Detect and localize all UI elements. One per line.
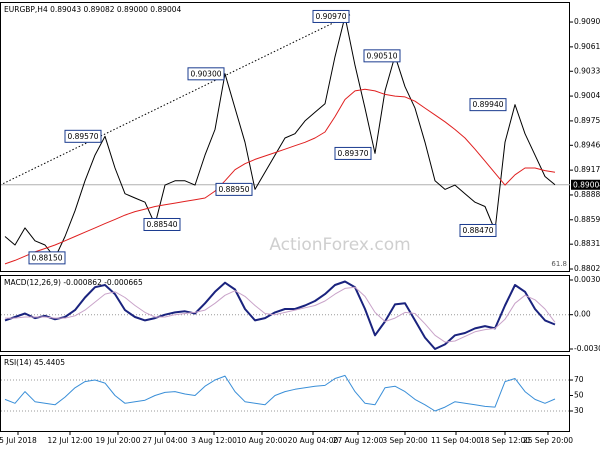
y-tick-label: 0.003034 <box>574 275 600 284</box>
annotation-label: 0.88470 <box>462 226 493 235</box>
x-tick-label: 11 Sep 04:00 <box>431 436 481 445</box>
annotation-label: 0.90970 <box>315 12 346 21</box>
x-tick-label: 27 Jul 04:00 <box>143 436 188 445</box>
x-tick-label: 18 Sep 12:00 <box>480 436 530 445</box>
annotation: 0.90970 <box>312 9 350 23</box>
annotation-box <box>215 182 253 196</box>
annotation-box <box>187 67 225 81</box>
x-tick-label: 27 Aug 12:00 <box>333 436 384 445</box>
annotation-label: 0.88150 <box>31 253 62 262</box>
annotation-label: 0.90300 <box>190 69 221 78</box>
series-line <box>4 374 556 412</box>
annotation-box <box>459 223 497 237</box>
annotation: 0.89940 <box>469 98 507 112</box>
x-tick-label: 3 Sep 20:00 <box>382 436 428 445</box>
annotation: 0.90510 <box>363 49 401 63</box>
x-tick-label: 12 Jul 12:00 <box>48 436 93 445</box>
annotation-box <box>469 98 507 112</box>
annotation: 0.88470 <box>459 223 497 237</box>
annotation-box <box>363 49 401 63</box>
x-tick-label: 20 Aug 04:00 <box>288 436 339 445</box>
panel <box>0 275 570 352</box>
panel <box>0 355 570 432</box>
annotation-label: 0.89570 <box>67 132 98 141</box>
y-tick-label: 0.00 <box>574 310 591 319</box>
series-line <box>4 16 556 259</box>
y-tick-label: 50 <box>574 391 584 400</box>
panel-title: EURGBP,H4 0.89043 0.89082 0.89000 0.8900… <box>4 5 182 14</box>
y-tick-label: 0.89465 <box>574 140 600 149</box>
last-price-box <box>571 179 600 190</box>
annotation: 0.88540 <box>143 217 181 231</box>
panel-title: MACD(12,26,9) -0.000862 -0.000665 <box>4 278 143 287</box>
y-tick-label: 0.89175 <box>574 165 600 174</box>
annotation-label: 0.88950 <box>218 185 249 194</box>
annotation-box <box>312 9 350 23</box>
fib-label: 61.8 <box>551 260 567 268</box>
last-price-label: 0.89004 <box>573 180 600 189</box>
x-tick-label: 25 Sep 20:00 <box>523 436 573 445</box>
trendline <box>0 14 351 186</box>
x-tick-label: 10 Aug 20:00 <box>237 436 288 445</box>
annotation-label: 0.89940 <box>472 100 503 109</box>
annotation-label: 0.90510 <box>366 51 397 60</box>
y-tick-label: 0.90615 <box>574 42 600 51</box>
series-line <box>5 286 556 343</box>
annotation-box <box>28 251 66 265</box>
y-tick-label: 0.88885 <box>574 190 600 199</box>
y-tick-label: 30 <box>574 406 584 415</box>
y-tick-label: 0.88595 <box>574 215 600 224</box>
annotation: 0.90300 <box>187 67 225 81</box>
annotation: 0.88150 <box>28 251 66 265</box>
watermark: ActionForex.com <box>269 235 410 255</box>
panel-title: RSI(14) 45.4405 <box>4 358 65 367</box>
annotation-label: 0.88540 <box>146 220 177 229</box>
annotation-box <box>334 146 372 160</box>
y-tick-label: 70 <box>574 375 584 384</box>
annotation-box <box>64 129 102 143</box>
annotation: 0.89570 <box>64 129 102 143</box>
annotation-label: 0.89370 <box>337 149 368 158</box>
annotation-box <box>143 217 181 231</box>
y-tick-label: -0.003001 <box>574 344 600 353</box>
x-tick-label: 3 Aug 12:00 <box>191 436 237 445</box>
series-line <box>4 280 556 350</box>
series-line <box>4 88 556 265</box>
annotation: 0.89370 <box>334 146 372 160</box>
x-tick-label: 19 Jul 20:00 <box>96 436 141 445</box>
x-tick-label: 5 Jul 2018 <box>0 436 37 445</box>
annotation: 0.88950 <box>215 182 253 196</box>
panel <box>0 2 570 272</box>
y-tick-label: 0.90905 <box>574 17 600 26</box>
